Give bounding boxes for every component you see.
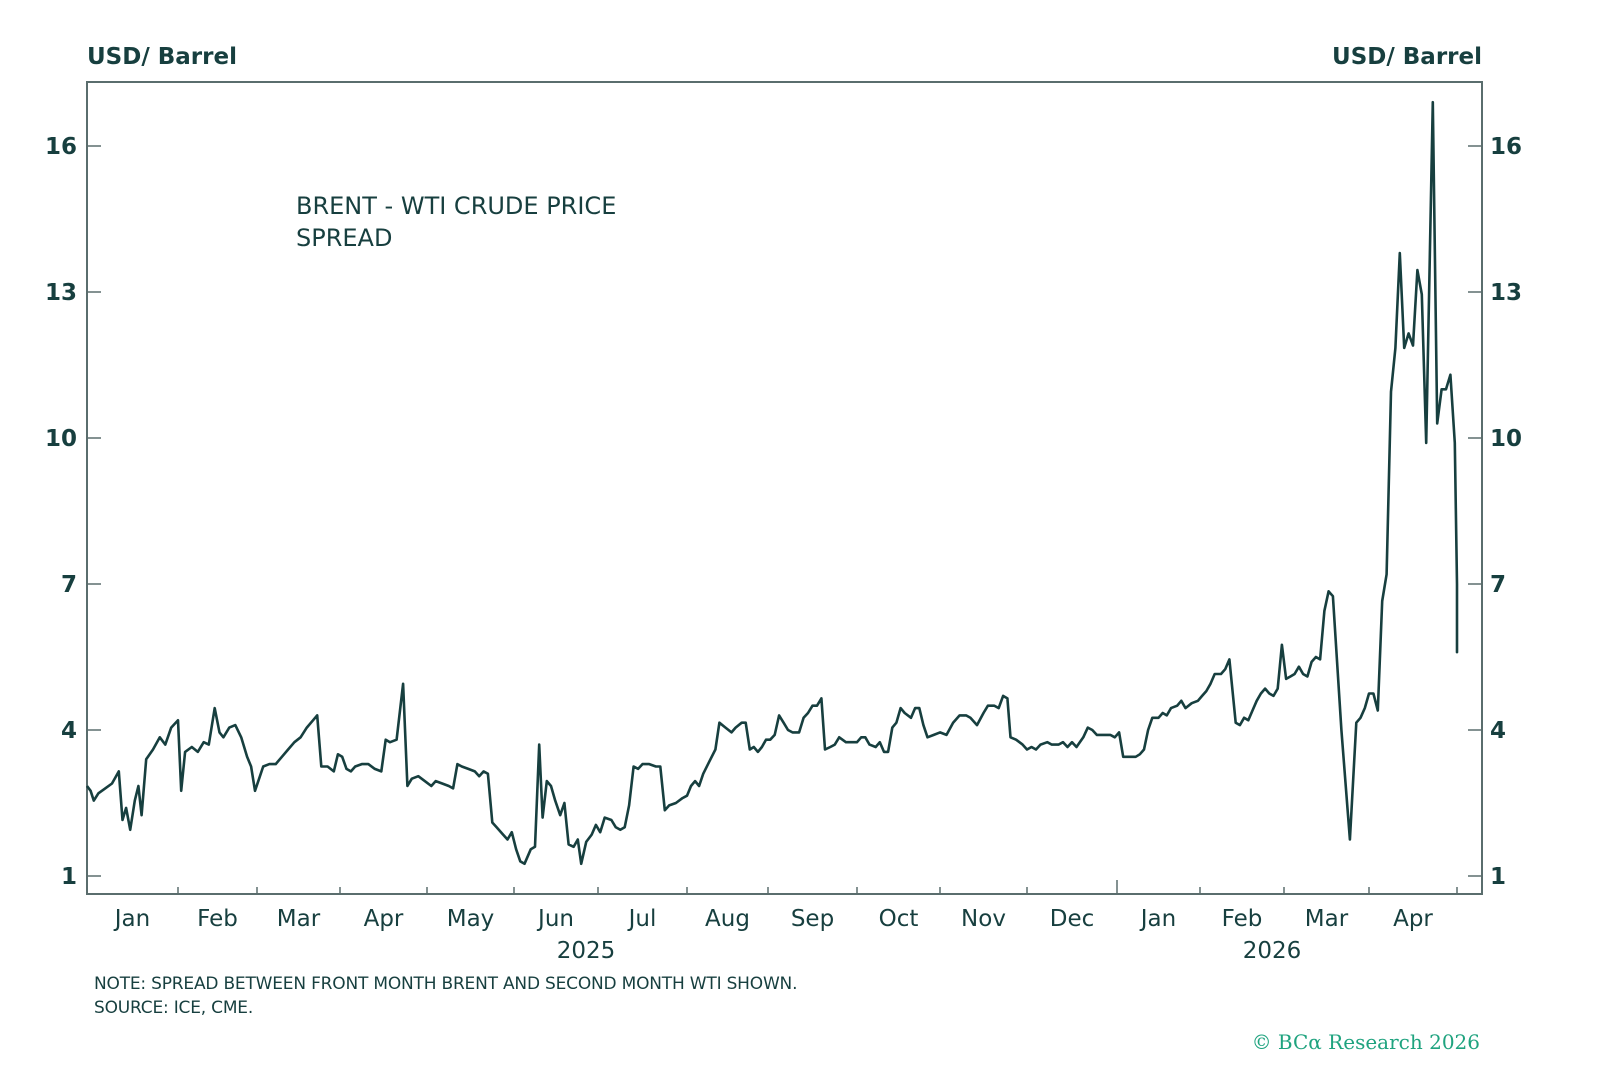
x-month-label: Jan xyxy=(1139,906,1176,932)
x-month-label: Jul xyxy=(627,906,657,932)
x-month-label: Mar xyxy=(1305,906,1349,932)
x-month-label: Aug xyxy=(705,906,750,932)
x-month-label: Dec xyxy=(1050,906,1095,932)
right-axis-unit-label: USD/ Barrel xyxy=(1332,44,1482,70)
spread-series-line xyxy=(85,100,1459,866)
y-axis-ticks: 1 1 4 4 7 7 10 10 13 13 16 16 xyxy=(45,134,1522,890)
chart-title-line2: SPREAD xyxy=(296,224,392,252)
x-year-label: 2025 xyxy=(557,938,616,964)
y-tick-label-right: 7 xyxy=(1490,572,1506,598)
y-tick-label-left: 4 xyxy=(61,718,77,744)
y-tick-label-right: 10 xyxy=(1490,426,1522,452)
plot-frame xyxy=(86,81,1483,895)
x-month-label: Oct xyxy=(879,906,919,932)
x-month-label: Feb xyxy=(197,906,238,932)
x-month-label: Mar xyxy=(277,906,321,932)
y-tick-label-left: 1 xyxy=(61,864,77,890)
y-tick-label-left: 16 xyxy=(45,134,77,160)
chart-source: SOURCE: ICE, CME. xyxy=(94,998,254,1018)
x-month-label: May xyxy=(447,906,495,932)
x-axis-ticks: Jan Feb Mar Apr May Jun Jul Aug Sep Oct Nov Dec Jan F… xyxy=(86,880,1458,964)
x-month-label: Jun xyxy=(536,906,574,932)
x-month-label: Apr xyxy=(1393,906,1433,932)
x-month-label: Jan xyxy=(113,906,150,932)
chart-note: NOTE: SPREAD BETWEEN FRONT MONTH BRENT A… xyxy=(94,974,798,994)
y-tick-label-right: 4 xyxy=(1490,718,1506,744)
y-tick-label-left: 7 xyxy=(61,572,77,598)
left-axis-unit-label: USD/ Barrel xyxy=(87,44,237,70)
x-month-label: Nov xyxy=(961,906,1006,932)
y-tick-label-left: 13 xyxy=(45,280,77,306)
x-month-label: Apr xyxy=(364,906,404,932)
y-tick-label-right: 13 xyxy=(1490,280,1522,306)
x-year-label: 2026 xyxy=(1243,938,1302,964)
chart-title-line1: BRENT - WTI CRUDE PRICE xyxy=(296,192,616,220)
y-tick-label-left: 10 xyxy=(45,426,77,452)
bca-copyright-logo: © BCα Research 2026 xyxy=(1251,1030,1480,1054)
spread-line-chart: 1 1 4 4 7 7 10 10 13 13 16 16 Jan Feb Mar Apr May Jun Jul… xyxy=(45,81,1522,964)
x-month-label: Sep xyxy=(791,906,834,932)
y-tick-label-right: 16 xyxy=(1490,134,1522,160)
y-tick-label-right: 1 xyxy=(1490,864,1506,890)
x-month-label: Feb xyxy=(1222,906,1263,932)
